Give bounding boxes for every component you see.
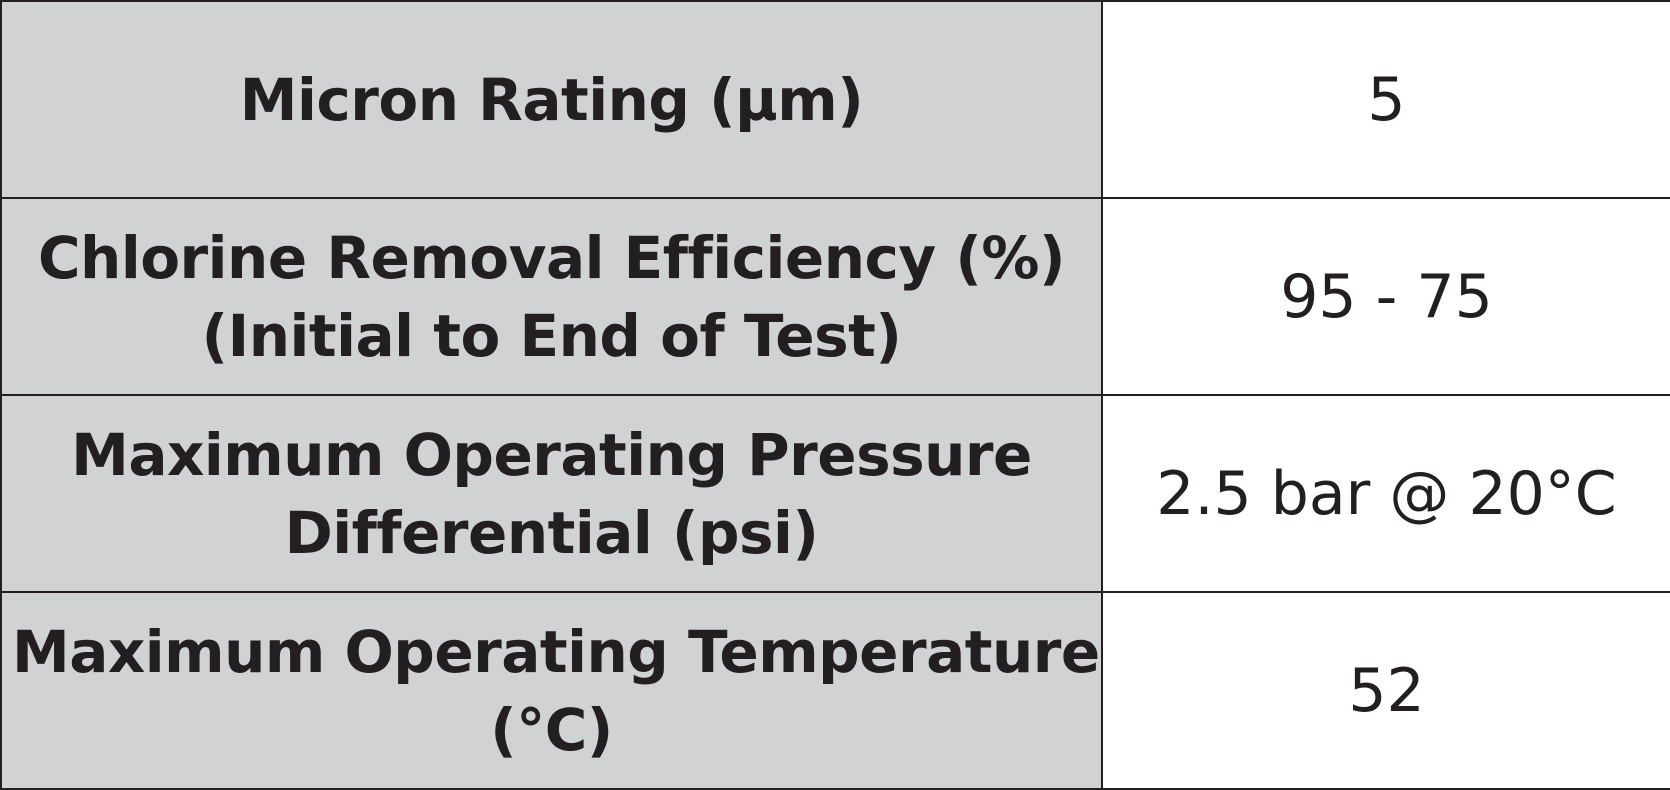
row-label-line: Differential (psi) xyxy=(284,498,819,567)
row-label-cell: Chlorine Removal Efficiency (%) (Initial… xyxy=(0,197,1103,396)
row-label-line: Chlorine Removal Efficiency (%) xyxy=(37,223,1066,292)
row-label-line: Micron Rating (µm) xyxy=(239,65,864,134)
table-row: Chlorine Removal Efficiency (%) (Initial… xyxy=(0,197,1670,396)
row-label-line: Maximum Operating Temperature xyxy=(12,617,1100,686)
table-row: Maximum Operating Pressure Differential … xyxy=(0,394,1670,593)
row-label-cell: Maximum Operating Temperature (°C) xyxy=(0,591,1103,790)
row-label-cell: Maximum Operating Pressure Differential … xyxy=(0,394,1103,593)
row-label-cell: Micron Rating (µm) xyxy=(0,0,1103,199)
row-value-cell: 5 xyxy=(1101,0,1670,199)
row-label-line: (°C) xyxy=(490,695,613,764)
row-label-line: (Initial to End of Test) xyxy=(201,301,902,370)
table-row: Maximum Operating Temperature (°C) 52 xyxy=(0,591,1670,790)
row-value-cell: 52 xyxy=(1101,591,1670,790)
row-label-line: Maximum Operating Pressure xyxy=(71,420,1032,489)
row-value-cell: 95 - 75 xyxy=(1101,197,1670,396)
table-row: Micron Rating (µm) 5 xyxy=(0,0,1670,199)
row-value-cell: 2.5 bar @ 20°C xyxy=(1101,394,1670,593)
